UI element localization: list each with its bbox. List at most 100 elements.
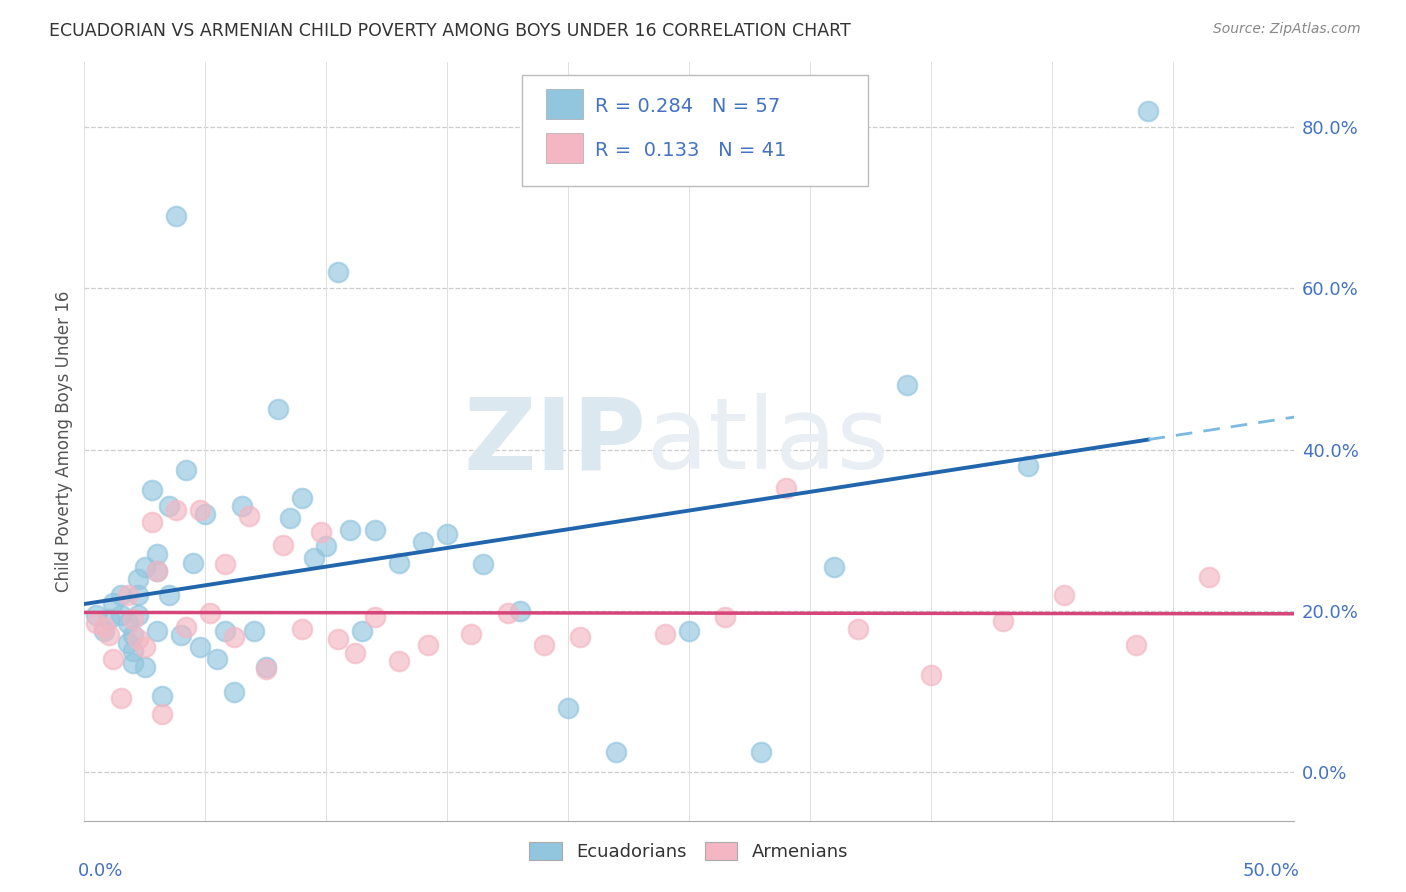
Point xyxy=(278,511,301,525)
Point xyxy=(302,551,325,566)
Point xyxy=(121,628,143,642)
Point xyxy=(146,624,169,639)
Point xyxy=(460,626,482,640)
Point xyxy=(569,630,592,644)
Point xyxy=(311,524,333,539)
Point xyxy=(134,640,156,655)
Point xyxy=(170,628,193,642)
Point xyxy=(103,596,125,610)
Point xyxy=(775,481,797,495)
Point xyxy=(141,515,163,529)
Point xyxy=(1125,638,1147,652)
Point xyxy=(110,607,132,622)
Point xyxy=(509,604,531,618)
Point xyxy=(127,607,149,622)
Point xyxy=(846,622,869,636)
Text: Source: ZipAtlas.com: Source: ZipAtlas.com xyxy=(1213,22,1361,37)
Point xyxy=(214,557,236,571)
Point xyxy=(224,630,246,644)
Point xyxy=(557,700,579,714)
Point xyxy=(496,606,519,620)
Point xyxy=(352,624,374,639)
Point xyxy=(121,657,143,671)
Point xyxy=(103,652,125,666)
Point xyxy=(117,588,139,602)
Point xyxy=(339,523,361,537)
Point xyxy=(146,564,169,578)
Point xyxy=(86,607,108,622)
Point xyxy=(181,556,204,570)
Point xyxy=(150,689,173,703)
Bar xyxy=(547,133,582,163)
Point xyxy=(134,660,156,674)
FancyBboxPatch shape xyxy=(522,75,868,186)
Point xyxy=(678,624,700,639)
Point xyxy=(291,491,314,505)
Point xyxy=(344,646,367,660)
Point xyxy=(134,559,156,574)
Text: R = 0.284   N = 57: R = 0.284 N = 57 xyxy=(595,96,780,116)
Point xyxy=(194,507,217,521)
Text: ECUADORIAN VS ARMENIAN CHILD POVERTY AMONG BOYS UNDER 16 CORRELATION CHART: ECUADORIAN VS ARMENIAN CHILD POVERTY AMO… xyxy=(49,22,851,40)
Point xyxy=(823,559,845,574)
Point xyxy=(254,660,277,674)
Point xyxy=(110,588,132,602)
Point xyxy=(127,588,149,602)
Point xyxy=(127,632,149,647)
Point xyxy=(363,610,385,624)
Point xyxy=(157,588,180,602)
Legend: Ecuadorians, Armenians: Ecuadorians, Armenians xyxy=(522,835,856,869)
Point xyxy=(238,508,260,523)
Point xyxy=(416,638,439,652)
Point xyxy=(174,463,197,477)
Point xyxy=(141,483,163,497)
Point xyxy=(363,523,385,537)
Text: R =  0.133   N = 41: R = 0.133 N = 41 xyxy=(595,141,786,160)
Point xyxy=(110,691,132,706)
Point xyxy=(472,557,495,571)
Point xyxy=(93,620,115,634)
Point xyxy=(127,572,149,586)
Point xyxy=(388,556,411,570)
Point xyxy=(157,499,180,513)
Point xyxy=(207,652,229,666)
Point xyxy=(242,624,264,639)
Point xyxy=(751,745,773,759)
Point xyxy=(198,606,221,620)
Point xyxy=(328,632,350,647)
Point xyxy=(896,378,918,392)
Point xyxy=(146,564,169,578)
Point xyxy=(328,265,350,279)
Point xyxy=(605,745,627,759)
Point xyxy=(231,499,253,513)
Point xyxy=(190,503,212,517)
Text: 50.0%: 50.0% xyxy=(1243,863,1299,880)
Point xyxy=(97,628,120,642)
Point xyxy=(97,612,120,626)
Point xyxy=(1017,458,1039,473)
Text: ZIP: ZIP xyxy=(464,393,647,490)
Point xyxy=(388,654,411,668)
Text: atlas: atlas xyxy=(647,393,889,490)
Y-axis label: Child Poverty Among Boys Under 16: Child Poverty Among Boys Under 16 xyxy=(55,291,73,592)
Point xyxy=(86,615,108,630)
Point xyxy=(1137,103,1160,118)
Point xyxy=(117,636,139,650)
Point xyxy=(117,615,139,630)
Point xyxy=(224,684,246,698)
Point xyxy=(165,209,187,223)
Point xyxy=(174,620,197,634)
Point xyxy=(1198,570,1220,584)
Point xyxy=(1053,588,1076,602)
Point xyxy=(412,535,434,549)
Point xyxy=(121,644,143,658)
Point xyxy=(267,402,290,417)
Point xyxy=(291,622,314,636)
Point xyxy=(993,614,1015,628)
Point xyxy=(214,624,236,639)
Point xyxy=(254,662,277,676)
Point xyxy=(436,527,458,541)
Point xyxy=(121,612,143,626)
Text: 0.0%: 0.0% xyxy=(79,863,124,880)
Point xyxy=(146,548,169,562)
